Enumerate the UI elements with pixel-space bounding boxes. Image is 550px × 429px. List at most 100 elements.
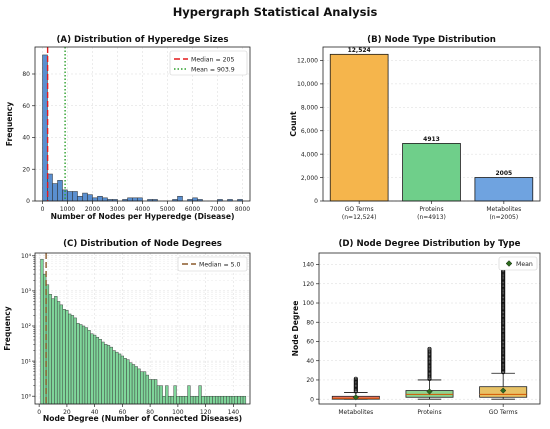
panel-c-bar [112, 350, 116, 405]
panel-d-outlier [427, 348, 432, 353]
panel-a-legend: Median = 205 Mean = 903.9 [169, 50, 248, 76]
panel-c-bar [134, 366, 138, 405]
panel-d-ytick-label: 40 [306, 358, 314, 365]
panel-c-legend: Median = 5.0 [177, 256, 248, 272]
panel-c-xtick-label: 120 [200, 409, 212, 416]
panel-b-xtick-sublabel: (n=2005) [489, 214, 518, 221]
panel-d-outlier [353, 379, 358, 384]
panel-c-bar [106, 345, 111, 405]
panel-c-bar [190, 395, 194, 405]
panel-c-bar [142, 371, 147, 405]
panel-d-ytick-label: 20 [306, 377, 314, 384]
panel-a-bar [87, 194, 93, 202]
panel-d-ytick-label: 0 [310, 396, 314, 403]
panel-c-legend-label: Median = 5.0 [199, 261, 241, 268]
panel-c-bar [159, 385, 163, 405]
panel-c-bar [198, 385, 202, 405]
panel-d-outlier [427, 346, 432, 352]
panel-b-bar [474, 177, 534, 202]
panel-c-ytick-label: 10¹ [21, 358, 32, 365]
panel-d-ytick-label: 140 [303, 262, 315, 269]
panel-d-xtick-label: Metabolites [338, 409, 373, 416]
panel-b-bar [402, 143, 461, 202]
panel-c-bar [131, 364, 136, 405]
panel-a-bar [92, 197, 98, 202]
panel-c-bar [68, 313, 72, 405]
panel-c-bar [173, 385, 177, 405]
panel-c-bar [79, 324, 83, 405]
panel-b-xtick-sublabel: (n=4913) [417, 214, 446, 221]
panel-a-legend-label: Mean = 903.9 [191, 66, 235, 73]
panel-c-ytick-label: 10³ [21, 288, 32, 295]
panel-a-bar [67, 191, 73, 202]
panel-b-xtick-label: Proteins [419, 206, 443, 213]
panel-c-bar [234, 395, 238, 405]
panel-d-ylabel: Node Degree [291, 301, 300, 357]
panel-a: (A) Distribution of Hyperedge Sizes 0 20 40… [5, 35, 251, 221]
panel-c-ytick-label: 10² [21, 323, 32, 330]
panel-a-xtick-label: 2000 [85, 206, 100, 213]
panel-c-bar [223, 395, 227, 405]
panel-a-bar [57, 180, 63, 202]
panel-b: (B) Node Type Distribution 0 2,000 4,000 6,0… [289, 35, 541, 221]
panel-d-box-group [331, 376, 380, 401]
panel-a-ylabel: Frequency [5, 102, 14, 146]
panel-c-bar [206, 395, 210, 405]
panel-a-bar [177, 195, 183, 202]
panel-c-bar [192, 395, 197, 405]
panel-c-xtick-label: 40 [91, 409, 99, 416]
panel-b-ytick-label: 12,000 [297, 58, 318, 65]
panel-c-bar [145, 374, 149, 405]
panel-d-xtick-label: GO Terms [489, 409, 518, 416]
panel-c-bar [109, 346, 113, 405]
panel-c-frame [34, 252, 251, 405]
panel-c-bar [170, 395, 174, 405]
panel-b-ytick-label: 2,000 [301, 175, 318, 182]
panel-a-bar [42, 54, 48, 202]
panel-c-bar [101, 341, 105, 405]
panel-c-bar [73, 317, 77, 405]
panel-c-xtick-label: 20 [63, 409, 71, 416]
panel-c-bar [228, 395, 233, 405]
panel-c-bar [154, 379, 158, 405]
panel-d-xtick-label: Proteins [417, 409, 441, 416]
panel-a-bar [137, 197, 143, 202]
panel-a-bar [82, 192, 88, 202]
panel-c-bar [140, 371, 144, 405]
panel-a-bar [132, 197, 138, 202]
panel-c-bar [184, 395, 188, 405]
panel-c-bar [104, 344, 108, 405]
panel-d-legend-swatch [505, 260, 513, 267]
panel-c-bar [201, 395, 205, 405]
panel-d-outlier [353, 377, 358, 383]
panel-c-ytick-label: 10⁴ [21, 253, 32, 260]
panel-c-bar [51, 298, 55, 405]
panel-d-outlier [427, 349, 432, 354]
panel-c-bar [90, 333, 94, 405]
panel-c-bar [76, 322, 80, 405]
panel-c-title: (C) Distribution of Node Degrees [63, 239, 222, 249]
panel-a-xtick-label: 7000 [210, 206, 225, 213]
panel-b-ytick-label: 6,000 [301, 128, 318, 135]
panel-c-xtick-label: 0 [37, 409, 41, 416]
panel-a-legend-label: Median = 205 [191, 56, 234, 63]
panel-c-bar [48, 294, 52, 405]
panel-a-bar [72, 191, 78, 202]
panel-a-xtick-label: 3000 [110, 206, 125, 213]
panel-b-ylabel: Count [289, 111, 298, 137]
panel-a-ytick-label: 20 [22, 166, 30, 173]
panel-b-ytick-label: 10,000 [297, 81, 318, 88]
panel-c-bar [115, 351, 119, 405]
panel-b-title: (B) Node Type Distribution [367, 35, 496, 45]
panel-b-bar [329, 53, 389, 202]
panel-d: (D) Node Degree Distribution by Type 0 20 4… [291, 239, 541, 416]
panel-c-bar [242, 395, 247, 405]
panel-a-ytick-label: 40 [22, 135, 30, 142]
panel-d-frame [318, 252, 541, 405]
panel-c-bar [217, 395, 222, 405]
panel-a-xtick-label: 1000 [60, 206, 75, 213]
panel-a-title: (A) Distribution of Hyperedge Sizes [56, 35, 228, 45]
panel-c-bar [151, 379, 155, 405]
panel-c-bar [220, 395, 224, 405]
